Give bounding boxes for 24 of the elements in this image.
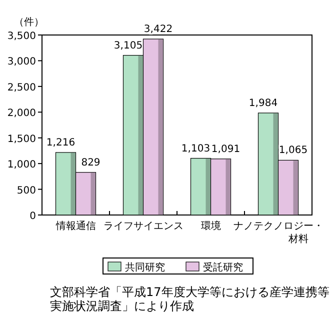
data-label: 3,105 — [114, 40, 143, 52]
x-tick-label: 情報通信 — [54, 220, 96, 232]
data-label: 829 — [81, 157, 100, 168]
y-tick-label: 3,500 — [7, 31, 36, 42]
x-tick-label: ナノテクノロジー・材料 — [233, 221, 324, 245]
data-label: 3,422 — [144, 24, 173, 35]
y-tick-label: 1,000 — [7, 160, 36, 171]
data-label: 1,103 — [181, 143, 210, 154]
y-tick-label: 500 — [16, 185, 36, 196]
data-label: 1,216 — [46, 137, 76, 148]
y-axis-title: （件） — [14, 17, 44, 28]
y-tick-label: 2,000 — [7, 108, 36, 120]
x-tick-label: 環境 — [200, 220, 221, 232]
y-tick-label: 3,000 — [7, 56, 36, 68]
legend-label: 共同研究 — [125, 262, 165, 274]
text: 文部科学省「平成17年度大学等における産学連携等実施状況調査」により作成 — [50, 285, 330, 313]
legend-label: 受託研究 — [203, 262, 243, 274]
y-tick-label: 0 — [30, 211, 36, 222]
data-label: 1,091 — [211, 144, 240, 155]
data-label: 1,984 — [248, 98, 278, 109]
y-tick-label: 2,500 — [7, 82, 36, 94]
data-label: 1,065 — [278, 145, 308, 156]
x-tick-label: ライフサイエンス — [103, 221, 184, 232]
y-tick-label: 1,500 — [7, 134, 36, 145]
